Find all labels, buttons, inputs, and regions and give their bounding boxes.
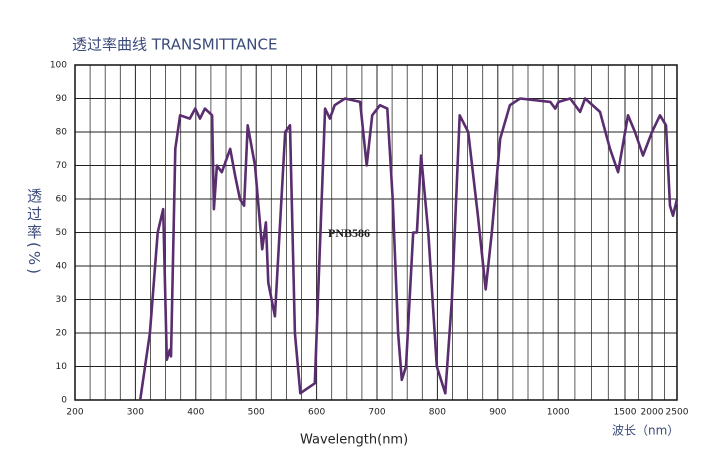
plot-frame: [74, 64, 678, 401]
x-tick-label: 2000: [641, 408, 664, 418]
y-tick-label: 50: [56, 228, 68, 238]
x-axis-label-cn: 波长（nm）: [612, 424, 679, 438]
y-tick-label: 90: [56, 94, 68, 104]
x-tick-label: 300: [127, 408, 144, 418]
x-tick-label: 200: [66, 408, 83, 418]
x-tick-label: 800: [429, 408, 446, 418]
x-tick-label: 1000: [547, 408, 570, 418]
y-axis-label: 透过率(%): [25, 188, 43, 277]
y-tick-label: 10: [56, 362, 68, 372]
transmittance-line: [138, 97, 679, 401]
chart-title: 透过率曲线 TRANSMITTANCE: [72, 36, 277, 54]
x-tick-label: 700: [368, 408, 385, 418]
y-tick-label: 100: [50, 61, 67, 71]
x-tick-label: 400: [187, 408, 204, 418]
x-tick-label: 900: [489, 408, 506, 418]
annotation: PNB586: [328, 226, 370, 240]
x-tick-label: 2500: [666, 408, 689, 418]
x-tick-label: 500: [248, 408, 265, 418]
y-tick-label: 0: [61, 396, 67, 406]
y-tick-label: 20: [56, 329, 68, 339]
y-tick-label: 80: [56, 128, 68, 138]
x-axis-label: Wavelength(nm): [300, 433, 408, 448]
x-tick-label: 1500: [614, 408, 637, 418]
y-tick-label: 30: [56, 295, 68, 305]
y-tick-label: 40: [56, 262, 68, 272]
x-tick-label: 600: [308, 408, 325, 418]
y-tick-label: 70: [56, 161, 68, 171]
y-tick-label: 60: [56, 195, 68, 205]
